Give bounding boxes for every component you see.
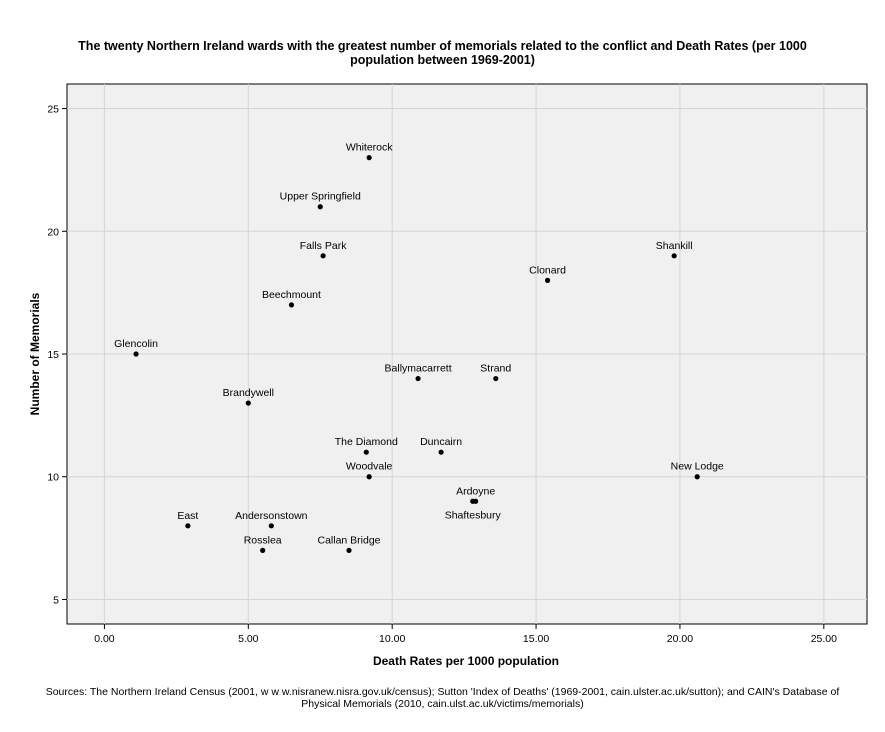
y-tick-label: 10 xyxy=(47,472,59,484)
x-tick-label: 15.00 xyxy=(523,633,549,645)
data-point xyxy=(415,375,421,382)
point-label: Upper Springfield xyxy=(280,191,361,203)
point-label: Callan Bridge xyxy=(317,534,380,546)
chart-title-line-2: population between 1969-2001) xyxy=(350,53,535,67)
point-label: The Diamond xyxy=(335,436,398,448)
x-tick-label: 20.00 xyxy=(667,633,693,645)
data-point xyxy=(317,204,323,210)
point-label: Duncairn xyxy=(420,436,462,448)
data-point xyxy=(260,547,266,553)
sources-line-1: Sources: The Northern Ireland Census (20… xyxy=(45,686,840,698)
axis-ticks: 0.00 5.00 10.00 15.00 20.00 25.00 5 10 15 20 25 xyxy=(47,104,837,645)
point-label: Glencolin xyxy=(114,338,158,350)
data-point xyxy=(366,155,372,161)
x-tick-label: 25.00 xyxy=(811,633,837,645)
point-label: Ardoyne xyxy=(456,485,495,497)
data-point xyxy=(185,523,191,529)
x-tick-label: 0.00 xyxy=(94,633,115,645)
point-label: Rosslea xyxy=(244,534,282,546)
y-axis-label: Number of Memorials xyxy=(28,292,42,415)
data-point xyxy=(346,547,352,553)
point-label: Andersonstown xyxy=(235,510,308,522)
chart-title: The twenty Northern Ireland wards with t… xyxy=(0,39,885,67)
point-label: Beechmount xyxy=(262,289,321,301)
gridlines xyxy=(67,84,867,624)
data-point xyxy=(363,449,369,455)
point-label: Woodvale xyxy=(346,461,393,473)
point-label: Clonard xyxy=(529,264,566,276)
y-tick-label: 5 xyxy=(53,594,59,606)
data-point xyxy=(694,474,700,480)
x-axis-label: Death Rates per 1000 population xyxy=(373,654,559,668)
data-point xyxy=(544,277,551,283)
data-point xyxy=(493,375,499,382)
y-tick-label: 20 xyxy=(47,226,59,238)
y-tick-label: 25 xyxy=(47,104,59,116)
sources-footnote: Sources: The Northern Ireland Census (20… xyxy=(0,686,885,710)
point-label: Strand xyxy=(480,363,511,375)
data-point xyxy=(438,449,444,455)
point-label: East xyxy=(177,510,198,522)
data-point xyxy=(288,302,295,308)
point-label: Brandywell xyxy=(223,387,274,399)
x-tick-label: 5.00 xyxy=(238,633,259,645)
point-label: Shaftesbury xyxy=(445,509,502,521)
data-point xyxy=(366,474,372,480)
point-label: Whiterock xyxy=(346,142,393,154)
data-point xyxy=(671,253,677,259)
x-tick-label: 10.00 xyxy=(379,633,405,645)
sources-line-2: Physical Memorials (2010, cain.ulst.ac.u… xyxy=(301,698,584,710)
point-label: Falls Park xyxy=(300,240,347,252)
data-point xyxy=(470,498,476,504)
point-label: New Lodge xyxy=(671,461,724,473)
data-point xyxy=(268,523,274,529)
data-point xyxy=(245,400,251,406)
data-points: Whiterock Upper Springfield Falls Park Shan… xyxy=(114,142,724,553)
y-tick-label: 15 xyxy=(47,349,59,361)
data-point xyxy=(133,351,139,357)
data-point xyxy=(320,253,326,259)
point-label: Ballymacarrett xyxy=(385,363,452,375)
point-label: Shankill xyxy=(656,240,693,252)
chart-title-line-1: The twenty Northern Ireland wards with t… xyxy=(78,39,807,53)
